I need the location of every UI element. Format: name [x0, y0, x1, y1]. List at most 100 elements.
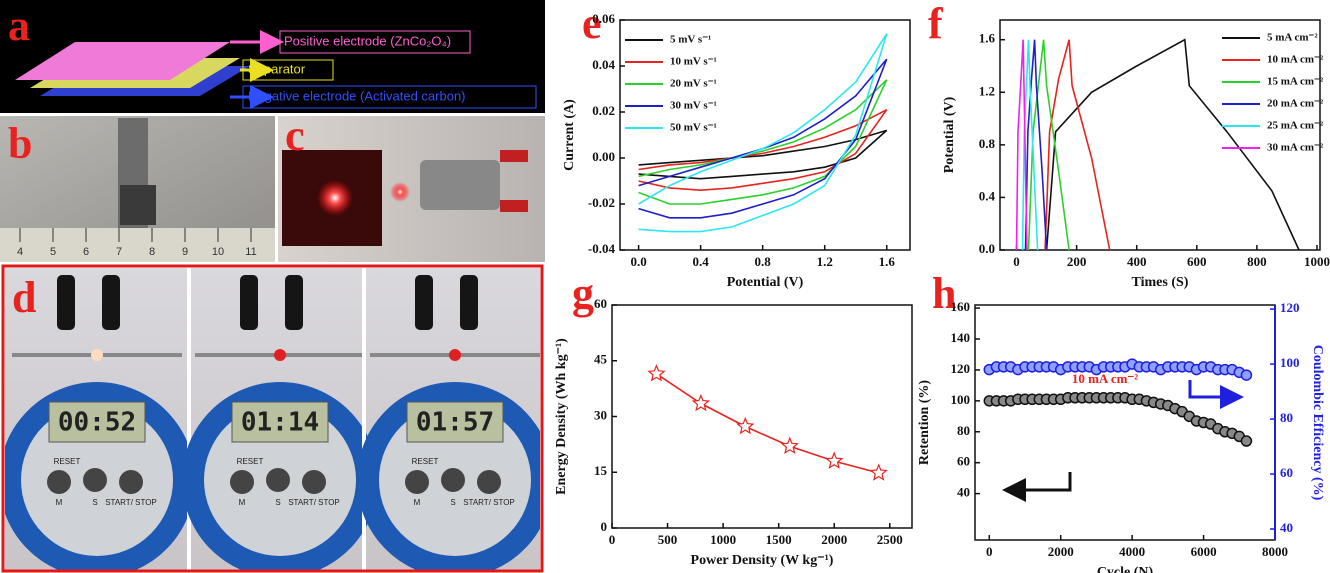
timer-button	[441, 468, 465, 492]
panel-letter: e	[582, 0, 602, 48]
y-tick-label: 0.8	[979, 136, 996, 151]
x-tick-label: 8000	[1262, 544, 1288, 559]
reset-label: RESET	[237, 457, 264, 466]
panel-letter: b	[8, 119, 32, 168]
label-box	[279, 30, 471, 54]
x-axis-label: Times (S)	[1132, 275, 1189, 290]
plug	[240, 275, 258, 330]
x-tick-label: 400	[1127, 254, 1147, 269]
y-tick-label: 0.4	[979, 188, 996, 203]
x-axis-label: Potential (V)	[727, 275, 804, 290]
legend-label: 20 mA cm⁻²	[1267, 98, 1324, 110]
positive-label: Positive electrode (ZnCo₂O₄)	[284, 33, 451, 48]
panel-letter: a	[8, 1, 30, 50]
timer-reading: 01:14	[241, 408, 319, 438]
series-line	[638, 79, 888, 205]
legend-label: 50 mV s⁻¹	[670, 122, 717, 134]
clip-handle	[500, 200, 528, 212]
panel-b: b 4 5 6 7 8 9 10 11	[0, 116, 275, 262]
led	[449, 349, 461, 361]
plot-frame	[999, 19, 1321, 251]
y-tick-label: 0.04	[592, 57, 615, 72]
x-tick-label: 2000	[821, 532, 847, 547]
timer-button	[477, 470, 501, 494]
ruler-number: 10	[212, 246, 224, 258]
led	[274, 349, 286, 361]
x-tick-label: 0.0	[630, 254, 646, 269]
series-line	[638, 58, 888, 219]
legend-label: 25 mA cm⁻²	[1267, 120, 1324, 132]
button-label: M	[239, 498, 246, 507]
led	[91, 349, 103, 361]
y-tick-label: 120	[951, 361, 971, 376]
plug	[285, 275, 303, 330]
ruler-number: 4	[17, 246, 23, 258]
y-tick-label: 0.02	[592, 103, 615, 118]
y-tick-label: -0.04	[588, 241, 616, 256]
series-line	[638, 129, 888, 180]
legend-label: 10 mA cm⁻²	[1267, 54, 1324, 66]
annotation: 10 mA cm⁻²	[1072, 371, 1138, 386]
button-label: S	[92, 498, 97, 507]
timer-button	[266, 468, 290, 492]
x-axis-label: Cycle (N)	[1097, 565, 1154, 573]
ruler-number: 6	[83, 246, 89, 258]
star-marker	[736, 416, 755, 435]
series-line	[1044, 39, 1111, 251]
plot-frame	[619, 19, 911, 251]
y-tick-label: -0.02	[588, 195, 615, 210]
series-line	[655, 373, 879, 474]
x-tick-label: 200	[1067, 254, 1087, 269]
lcd	[231, 401, 329, 443]
legend-label: 5 mV s⁻¹	[670, 34, 711, 46]
x-tick-label: 0.4	[693, 254, 710, 269]
plug	[102, 275, 120, 330]
panel-letter: d	[12, 273, 36, 322]
series-line	[1024, 39, 1048, 251]
axis-arrow	[1188, 380, 1244, 409]
legend-label: 30 mV s⁻¹	[670, 100, 717, 112]
series-line	[1027, 39, 1070, 251]
positive-layer	[15, 42, 230, 80]
series-line	[1045, 38, 1300, 251]
ruler-number: 9	[182, 246, 188, 258]
plug	[460, 275, 478, 330]
ruler	[0, 228, 275, 262]
label-box	[242, 85, 537, 109]
y2-tick-label: 100	[1280, 355, 1300, 370]
timer-button	[83, 468, 107, 492]
button-label: START/ STOP	[288, 498, 340, 507]
y-tick-label: 160	[951, 299, 971, 314]
ruler-number: 8	[149, 246, 155, 258]
legend-label: 20 mV s⁻¹	[670, 78, 717, 90]
separator-label: Separator	[248, 61, 306, 76]
plug	[415, 275, 433, 330]
plug	[57, 275, 75, 330]
y-axis-label: Energy Density (Wh kg⁻¹)	[554, 338, 569, 495]
panel-letter: c	[285, 111, 305, 160]
series-line	[1015, 39, 1028, 251]
x-tick-label: 0.8	[755, 254, 772, 269]
x-tick-label: 4000	[1119, 544, 1145, 559]
button-label: S	[450, 498, 455, 507]
panel-border	[1, 264, 544, 573]
star-marker	[869, 463, 888, 481]
star-marker	[691, 393, 710, 412]
panel-letter: h	[932, 269, 956, 318]
ruler-number: 11	[245, 246, 256, 258]
label-box	[242, 59, 334, 81]
ruler-number: 5	[50, 246, 56, 258]
data-point	[1240, 369, 1253, 381]
y-tick-label: 0	[601, 519, 608, 534]
timer-button	[119, 470, 143, 494]
legend-label: 10 mV s⁻¹	[670, 56, 717, 68]
star-marker	[780, 436, 799, 454]
y-tick-label: 45	[594, 352, 608, 367]
x-tick-label: 0	[986, 544, 993, 559]
reset-label: RESET	[412, 457, 439, 466]
x-axis-label: Power Density (W kg⁻¹)	[691, 553, 834, 568]
button-label: START/ STOP	[105, 498, 157, 507]
panel-letter: g	[572, 269, 594, 318]
y-tick-label: 140	[951, 330, 971, 345]
button-label: START/ STOP	[463, 498, 515, 507]
